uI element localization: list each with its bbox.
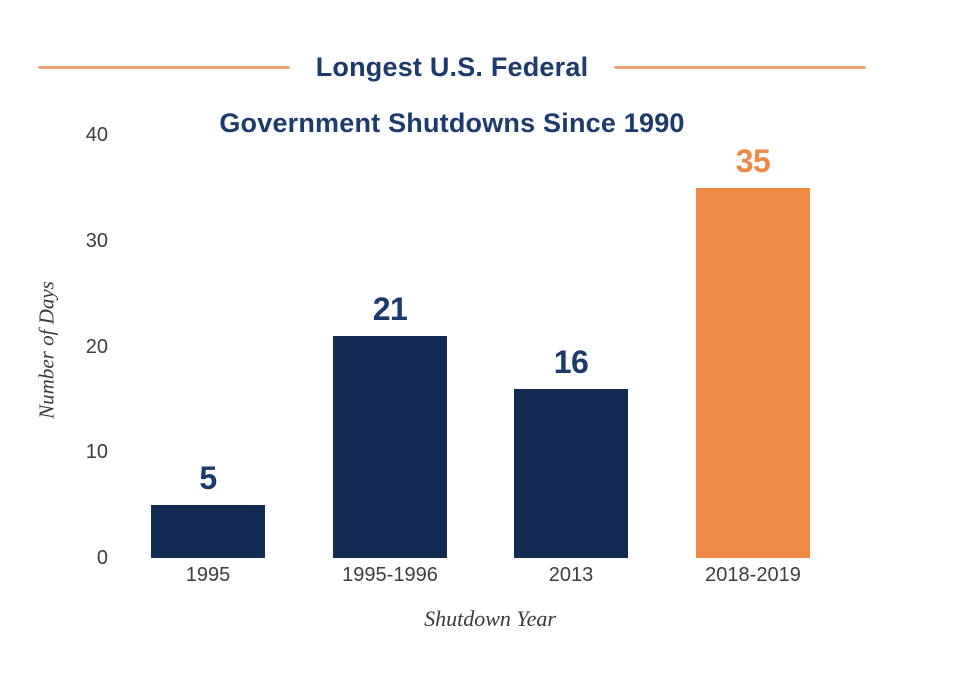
x-axis-title: Shutdown Year bbox=[424, 606, 556, 631]
bar-value-label: 16 bbox=[553, 343, 589, 380]
bar-value-label: 21 bbox=[372, 290, 408, 327]
bar-2018-2019 bbox=[696, 187, 810, 558]
chart-title-row: Longest U.S. Federal bbox=[38, 52, 866, 83]
x-tick-label: 1995 bbox=[185, 564, 231, 586]
title-rule-left-line bbox=[38, 66, 290, 69]
title-rule-right-line bbox=[614, 66, 866, 69]
x-tick-label: 2013 bbox=[548, 564, 594, 586]
y-tick-label: 0 bbox=[96, 547, 108, 569]
bar-value-label: 35 bbox=[735, 142, 771, 179]
bar-2013 bbox=[514, 388, 628, 558]
y-tick-label: 10 bbox=[85, 441, 108, 464]
bar-1995-1996 bbox=[333, 335, 447, 558]
y-tick-label: 20 bbox=[85, 335, 108, 358]
bar-1995 bbox=[151, 505, 265, 558]
y-tick-label: 40 bbox=[85, 124, 108, 146]
chart-title-line2: Government Shutdowns Since 1990 bbox=[219, 108, 685, 139]
chart-title-line1: Longest U.S. Federal bbox=[315, 52, 589, 82]
x-tick-label: 1995-1996 bbox=[342, 564, 438, 586]
bar-value-label: 5 bbox=[199, 460, 217, 497]
y-tick-label: 30 bbox=[85, 229, 108, 252]
x-tick-label: 2018-2019 bbox=[705, 564, 801, 586]
